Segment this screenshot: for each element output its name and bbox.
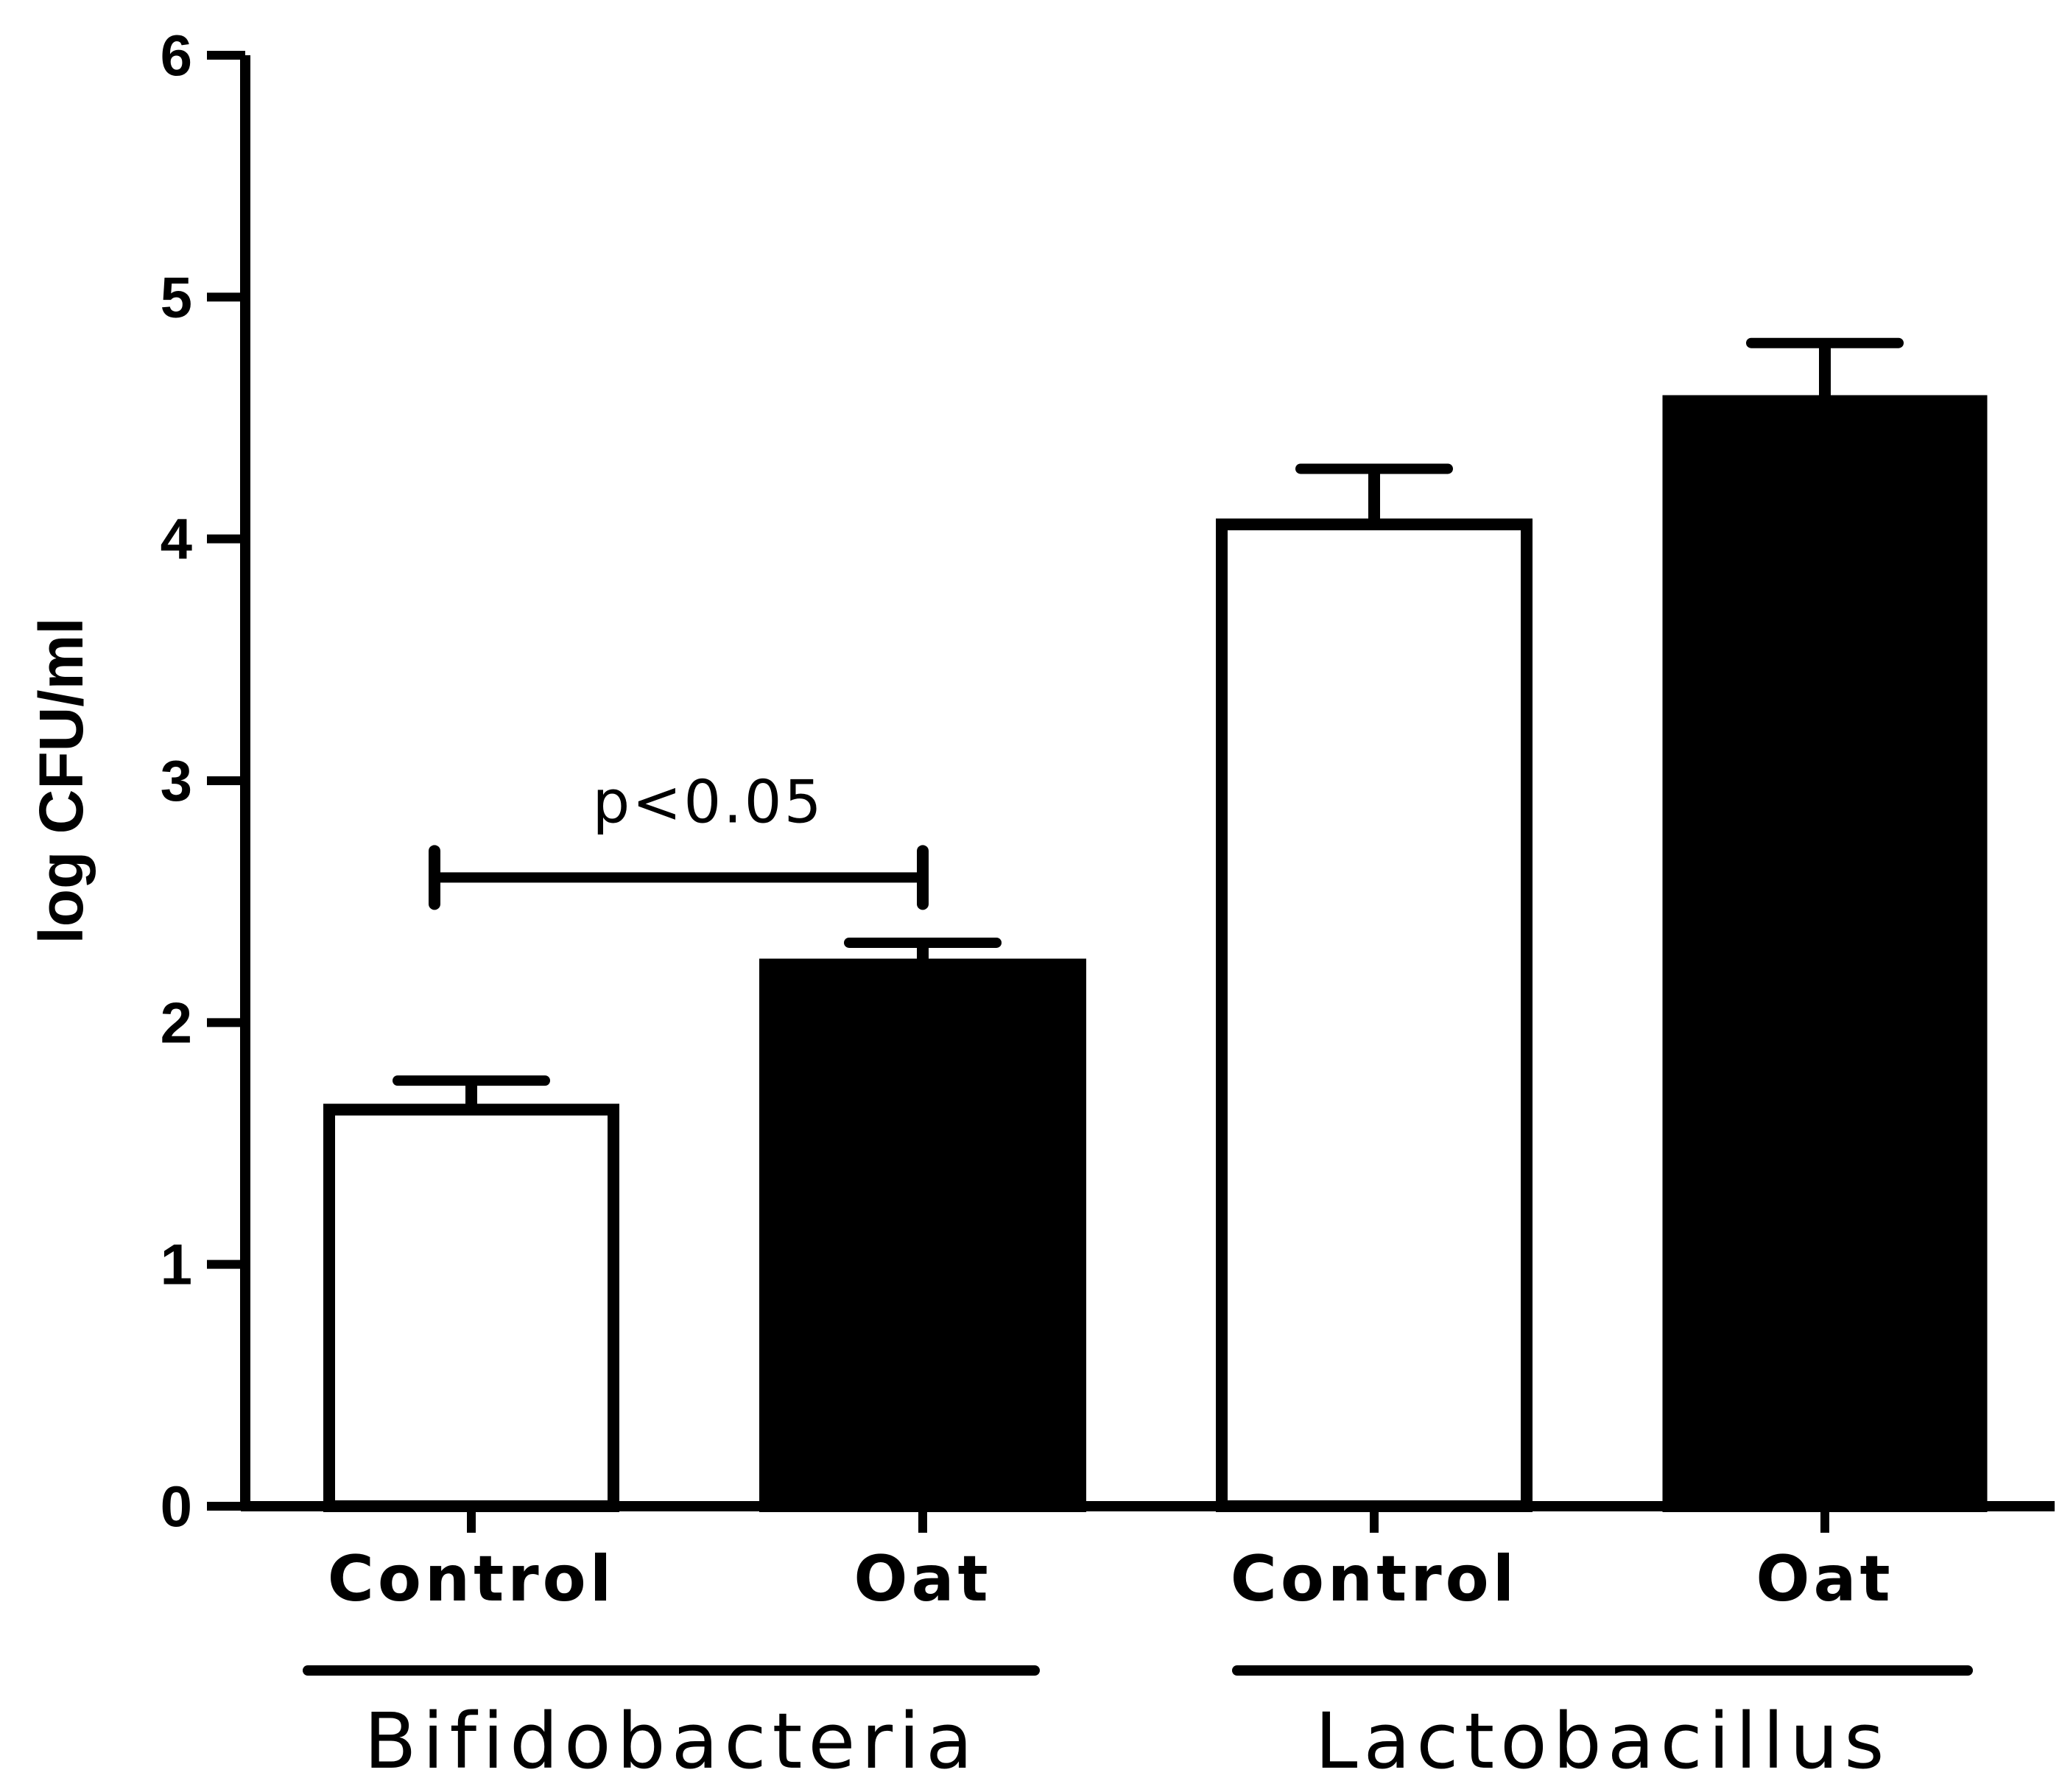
x-tick-label-lactobacillus-control: Control (1231, 1542, 1519, 1616)
y-tick-label-4: 4 (161, 507, 192, 572)
x-tick-label-lactobacillus-oat: Oat (1756, 1542, 1893, 1616)
y-tick-label-1: 1 (161, 1232, 192, 1297)
y-tick-label-2: 2 (161, 990, 192, 1055)
bars-layer (323, 395, 1988, 1512)
group-label-lactobacillus: Lactobacillus (1315, 1696, 1890, 1786)
labels-layer: Control Oat Bifidobacteria Control Oat Lactob… (161, 23, 1893, 1786)
x-tick-label-bifidobacteria-control: Control (328, 1542, 616, 1616)
y-tick-label-0: 0 (161, 1474, 192, 1539)
bar-bifidobacteria-oat (759, 958, 1086, 1512)
y-tick-label-6: 6 (161, 23, 192, 88)
group-label-bifidobacteria: Bifidobacteria (364, 1696, 978, 1786)
significance-label: p<0.05 (593, 767, 824, 836)
bar-lactobacillus-control (1216, 518, 1533, 1512)
y-axis-title: log CFU/ml (27, 617, 96, 944)
axes-layer (207, 51, 2055, 1676)
bar-lactobacillus-oat (1662, 395, 1988, 1512)
y-tick-label-5: 5 (161, 264, 192, 329)
y-tick-label-3: 3 (161, 748, 192, 813)
x-tick-label-bifidobacteria-oat: Oat (854, 1542, 991, 1616)
error-bars-layer (393, 337, 1904, 1110)
bar-bifidobacteria-control (323, 1103, 619, 1512)
